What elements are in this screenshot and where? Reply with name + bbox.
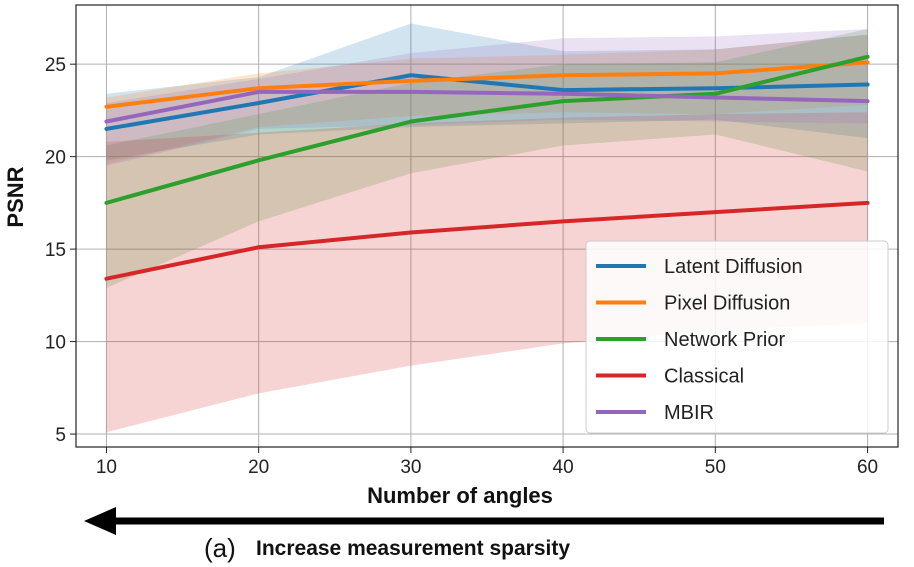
x-tick-label: 60 — [857, 457, 878, 478]
pixel-diffusion-line — [104, 60, 870, 109]
legend: Latent Diffusion Pixel Diffusion Network P… — [585, 240, 889, 434]
axis-ticks: 10 20 30 40 50 60 5 10 15 20 25 — [45, 55, 878, 478]
y-axis-title: PSNR — [3, 166, 28, 227]
caption-text: Increase measurement sparsity — [256, 537, 570, 560]
x-axis-title: Number of angles — [367, 483, 553, 508]
y-tick-label: 10 — [45, 333, 66, 354]
legend-label-pixel-diffusion: Pixel Diffusion — [664, 293, 790, 315]
pixel-diffusion-band — [106, 34, 868, 165]
x-tick-label: 30 — [400, 457, 421, 478]
classical-line — [104, 200, 870, 281]
plot-frame — [75, 4, 899, 448]
legend-label-latent-diffusion: Latent Diffusion — [664, 256, 803, 278]
mbir-line — [104, 89, 870, 124]
y-tick-label: 5 — [55, 425, 66, 446]
sparsity-arrow-head — [84, 507, 116, 535]
y-tick-label: 20 — [45, 148, 66, 169]
mbir-band — [106, 29, 868, 166]
caption-label: (a) — [204, 533, 236, 563]
x-tick-label: 50 — [705, 457, 726, 478]
series-lines — [104, 54, 870, 281]
y-tick-label: 15 — [45, 240, 66, 261]
legend-label-network-prior: Network Prior — [664, 329, 785, 351]
x-tick-label: 20 — [248, 457, 269, 478]
network-prior-line — [104, 54, 870, 205]
x-tick-label: 40 — [553, 457, 574, 478]
classical-band — [106, 112, 868, 433]
legend-label-classical: Classical — [664, 366, 744, 388]
legend-label-mbir: MBIR — [664, 402, 714, 424]
y-tick-label: 25 — [45, 55, 66, 76]
x-tick-label: 10 — [96, 457, 117, 478]
legend-box — [585, 240, 889, 434]
